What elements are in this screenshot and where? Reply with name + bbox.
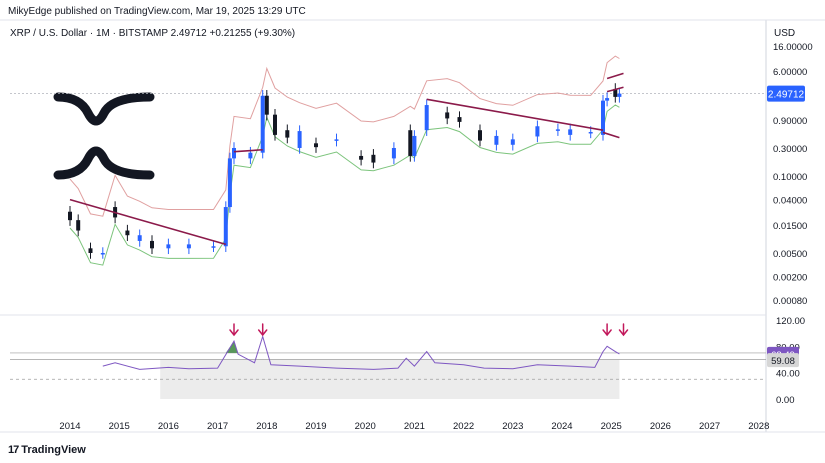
publish-info: MikyEdge published on TradingView.com, M… [8,6,306,17]
candle-body [68,211,72,221]
candle-body [223,207,228,247]
lower-band-line [69,104,620,266]
candle-body [166,244,171,249]
currency-label: USD [774,28,796,39]
candle-body [555,129,560,131]
time-tick-label: 2027 [699,421,720,432]
candle-body [150,240,154,249]
time-tick-label: 2019 [305,421,326,432]
candle-body [605,98,610,101]
rsi-tick-label: 0.00 [776,395,795,406]
candle-body [297,131,302,148]
time-tick-label: 2022 [453,421,474,432]
candle-body [88,248,93,253]
down-arrow-head [229,329,239,337]
down-arrow-icon [618,323,629,337]
time-tick-label: 2025 [601,421,622,432]
candle-body [391,147,396,159]
time-tick-label: 2015 [109,421,130,432]
trendline [69,198,227,246]
down-arrow-head [257,329,268,337]
candle-body [260,95,265,153]
tradingview-logo-icon: 17 [8,444,19,456]
time-tick-label: 2020 [355,421,376,432]
last-price-badge [767,85,805,102]
candle-body [588,131,593,134]
price-tick-label: 0.00500 [773,249,807,260]
trendline [606,86,624,93]
candle-body [510,139,515,145]
last-price-label: 2.49712 [768,90,805,101]
candle-body [412,135,417,156]
down-arrow-icon [229,323,239,337]
candle-body [494,135,499,145]
price-tick-label: 0.00080 [773,296,807,307]
price-tick-label: 0.01500 [773,221,807,232]
candle-body [248,152,253,159]
down-arrow-head [602,329,612,337]
candle-body [137,235,142,241]
price-tick-label: 16.00000 [773,42,813,53]
rsi-secondary-badge [767,353,799,368]
candle-body [273,114,277,135]
time-tick-label: 2026 [650,421,671,432]
symbol-info: XRP / U.S. Dollar · 1M · BITSTAMP 2.4971… [10,28,296,39]
price-tick-label: 0.30000 [773,144,807,155]
time-tick-label: 2021 [404,421,425,432]
candle-body [100,252,105,255]
time-tick-label: 2018 [256,421,277,432]
candle-body [232,147,236,159]
trendline [426,98,604,131]
candle-body [424,105,429,131]
candle-body [359,155,364,160]
candle-body [371,154,376,163]
price-tick-label: 6.00000 [773,67,807,78]
time-tick-label: 2024 [551,421,572,432]
candle-body [227,158,232,208]
candle-body [613,88,618,97]
candle-body [601,100,605,135]
xrp-logo-icon [53,92,155,180]
time-tick-label: 2014 [59,421,80,432]
rsi-tick-label: 120.00 [776,316,805,327]
candle-body [445,112,450,119]
candle-body [535,126,540,137]
candle-body [478,130,482,141]
rsi-line [102,334,620,370]
time-tick-label: 2016 [158,421,179,432]
trendline [606,72,624,80]
candle-body [617,93,622,97]
candle-body [264,95,269,115]
down-arrow-head [618,329,629,337]
rsi-secondary-label: 59.08 [771,356,795,367]
candle-body [568,129,573,135]
candle-body [125,230,130,236]
tradingview-brand-label: TradingView [21,444,86,456]
candle-body [285,130,290,138]
price-tick-label: 0.10000 [773,172,807,183]
rsi-tick-label: 40.00 [776,369,800,380]
candle-body [76,220,81,231]
xrp-logo-stroke-bottom [53,146,155,180]
down-arrow-icon [257,323,268,337]
xrp-logo-stroke-top [53,92,155,126]
trendline [602,131,620,139]
candle-body [408,130,413,156]
price-tick-label: 0.00200 [773,272,807,283]
time-tick-label: 2028 [748,421,769,432]
time-tick-label: 2017 [207,421,228,432]
upper-band-line [69,55,620,217]
price-tick-label: 0.04000 [773,196,807,207]
tradingview-logo[interactable]: 17 TradingView [8,444,86,456]
trendline [233,148,263,153]
candle-body [186,244,191,249]
candle-body [334,139,339,141]
candle-body [211,246,216,248]
down-arrow-icon [602,323,612,337]
candle-body [314,143,318,148]
candle-body [457,117,462,122]
price-tick-label: 0.90000 [773,116,807,127]
time-tick-label: 2023 [502,421,523,432]
